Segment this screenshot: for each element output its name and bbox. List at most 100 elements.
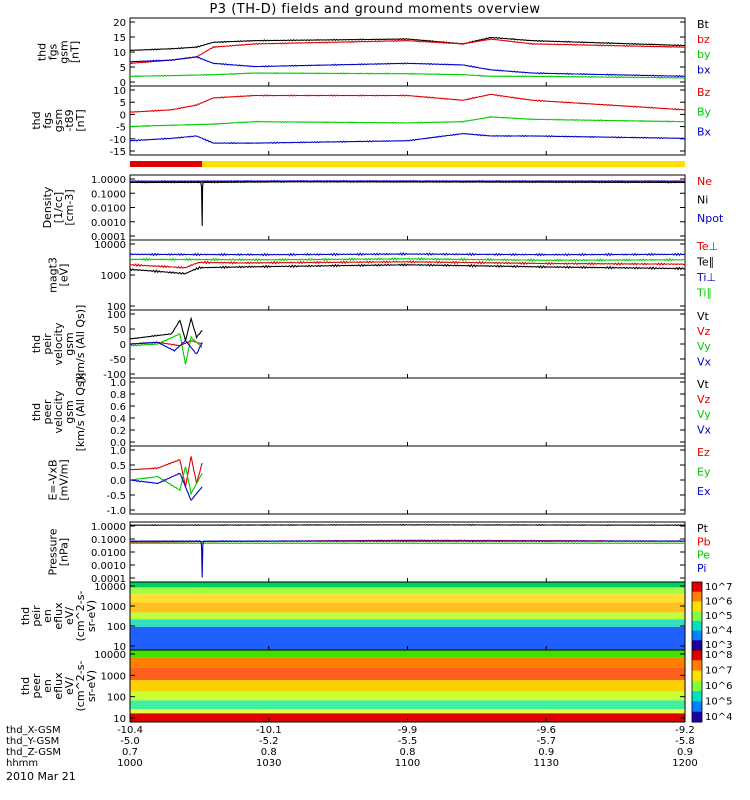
legend-entry: Vy (697, 408, 711, 421)
legend-entry: Pe (697, 549, 710, 562)
y-axis-title: thd (30, 111, 43, 129)
x-tick-value: -5.8 (675, 736, 695, 747)
x-tick-value: -9.2 (675, 725, 695, 736)
y-axis-title: thd (30, 335, 43, 353)
y-tick-label: 0.0001 (91, 232, 126, 243)
heatmap-band (130, 650, 685, 658)
legend-entry: Vz (697, 325, 711, 338)
y-axis-title: [cm-3] (63, 189, 76, 225)
legend-entry: Bt (697, 18, 710, 31)
series-line-bx (129, 55, 686, 78)
legend-entry: Vx (697, 423, 712, 436)
y-tick-label: 5 (120, 98, 126, 109)
colorbar-tick-label: 10^7 (705, 666, 732, 677)
colorbar-segment (692, 620, 702, 632)
colorbar-tick-label: 10^4 (705, 626, 732, 637)
y-tick-label: 1000 (101, 602, 126, 613)
y-axis-title: gsm (63, 332, 76, 355)
y-axis-title: Pressure (47, 528, 60, 575)
legend-entry: Pi (697, 562, 706, 575)
y-axis-title: gsm (52, 109, 65, 132)
y-tick-label: -15 (110, 147, 126, 158)
legend-entry: Ez (697, 446, 710, 459)
y-axis-title: eflux (52, 672, 65, 700)
x-row-label: thd_X-GSM (6, 725, 61, 736)
y-tick-label: 0.0 (110, 476, 126, 487)
series-line-Vt (129, 316, 203, 341)
y-axis-title: (cm^2-s- (74, 591, 87, 642)
y-tick-label: 0.0010 (91, 218, 126, 229)
y-tick-label: 1000 (101, 671, 126, 682)
colorbar-tick-label: 10^4 (705, 712, 732, 723)
heatmap-band (130, 594, 685, 603)
heatmap-band (130, 713, 685, 722)
colorbar-segment (692, 711, 702, 723)
y-tick-label: 0.6 (110, 402, 126, 413)
x-tick-value: 1130 (534, 758, 559, 769)
legend-entry: Vt (697, 378, 710, 391)
series-line-By (129, 115, 686, 128)
y-tick-label: 1.0000 (91, 522, 126, 533)
y-tick-label: 0.1000 (91, 535, 126, 546)
y-axis-title: sr-eV) (85, 600, 98, 632)
legend-entry: Ne (697, 175, 712, 188)
legend-entry: Bz (697, 86, 711, 99)
series-line-Vx (129, 339, 203, 355)
panel-frame (129, 17, 686, 87)
heatmap-band (130, 582, 685, 588)
y-axis-title: [km/s (All Qs)] (74, 373, 87, 452)
y-tick-label: 0.2 (110, 426, 126, 437)
y-axis-title: gsm (63, 400, 76, 423)
colorbar-tick-label: 10^8 (705, 650, 732, 661)
y-tick-label: 100 (107, 622, 126, 633)
heatmap-band (130, 700, 685, 710)
y-tick-label: -50 (110, 355, 126, 366)
x-tick-value: 1100 (395, 758, 420, 769)
heatmap-band (130, 691, 685, 701)
y-tick-label: -0.5 (106, 491, 126, 502)
y-axis-title: sr-eV) (85, 670, 98, 702)
series-line-Npot (130, 179, 686, 183)
series-line-bz (129, 37, 686, 65)
series-line-Pi (129, 540, 686, 578)
y-tick-label: -1.0 (106, 506, 126, 517)
y-tick-label: 10000 (94, 650, 126, 661)
y-axis-title: eV/ (63, 607, 76, 625)
legend-entry: Ex (697, 485, 711, 498)
y-tick-label: 10 (113, 642, 126, 653)
heatmap-band (130, 612, 685, 620)
y-tick-label: 0.0100 (91, 548, 126, 559)
heatmap-band (130, 657, 685, 668)
y-tick-label: 10 (113, 714, 126, 725)
colorbar-segment (692, 670, 702, 682)
heatmap-band (130, 626, 685, 650)
series-line-Ti⊥ (129, 252, 686, 257)
y-tick-label: -100 (103, 370, 126, 381)
y-axis-title: [nPa] (58, 538, 71, 566)
colorbar-segment (692, 611, 702, 622)
legend-entry: Ti∥ (696, 287, 712, 300)
y-tick-label: 0.1000 (91, 189, 126, 200)
y-tick-label: 10000 (94, 240, 126, 251)
panel-frame (129, 445, 686, 515)
x-tick-value: -5.0 (120, 736, 140, 747)
plot-title: P3 (TH-D) fields and ground moments over… (209, 2, 541, 17)
series-line-by (130, 71, 686, 79)
y-axis-title: -t89 (63, 109, 76, 131)
x-row-label: thd_Z-GSM (6, 747, 61, 758)
heatmap-band (130, 602, 685, 613)
plot-date: 2010 Mar 21 (6, 770, 76, 783)
legend-entry: bx (697, 63, 711, 76)
y-axis-title: en (41, 679, 54, 693)
heatmap-band (130, 619, 685, 627)
legend-entry: Pb (697, 535, 711, 548)
y-axis-title: [nT] (74, 109, 87, 131)
y-tick-label: 100 (107, 693, 126, 704)
colorbar-segment (692, 630, 702, 641)
y-axis-title: velocity (52, 322, 65, 365)
heatmap-band (130, 709, 685, 714)
colorbar-frame (691, 649, 703, 723)
x-row-label: thd_Y-GSM (6, 736, 59, 747)
panel-frame (129, 377, 686, 447)
